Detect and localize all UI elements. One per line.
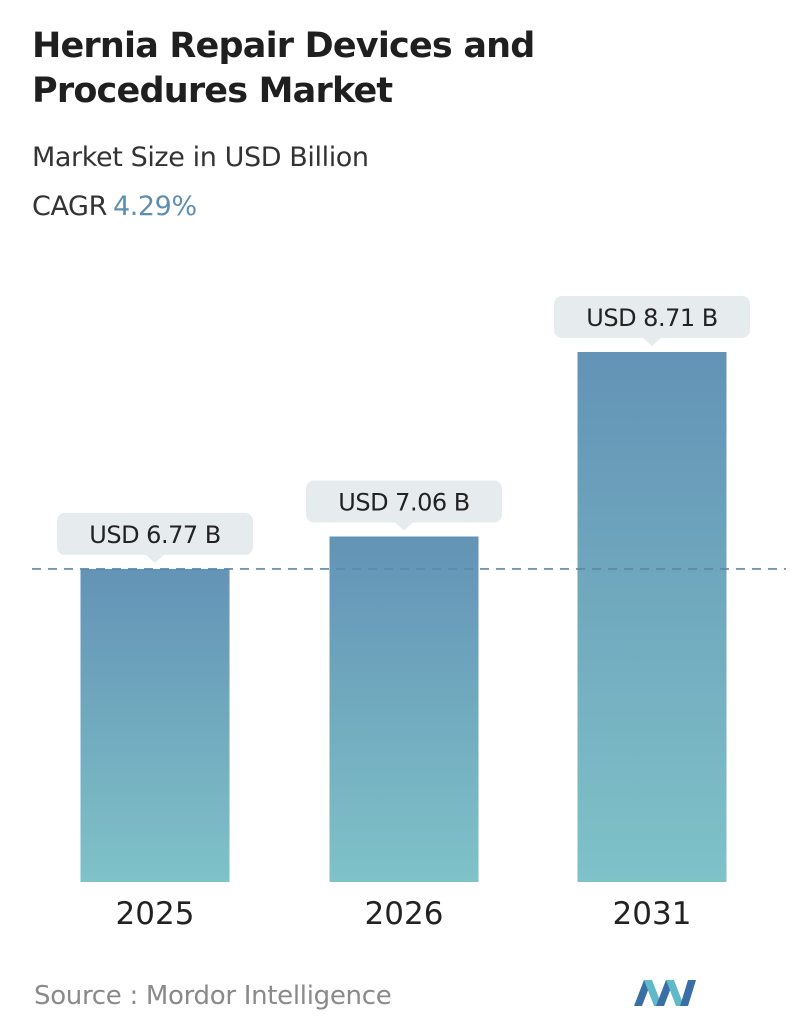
- cagr-label: CAGR: [32, 191, 107, 222]
- bar-2025: [80, 568, 230, 882]
- source-text: Source : Mordor Intelligence: [34, 981, 392, 1011]
- bar-2031: [577, 352, 727, 882]
- bar-2026: [329, 536, 479, 882]
- chart-subtitle: Market Size in USD Billion: [32, 142, 369, 173]
- data-label-bubble: [57, 512, 253, 555]
- data-label-2025: USD 6.77 B: [57, 512, 253, 563]
- data-label-2026: USD 7.06 B: [306, 480, 502, 531]
- data-label-pointer: [643, 338, 661, 346]
- cagr-value: 4.29%: [112, 191, 197, 222]
- data-label-bubble: [306, 480, 502, 523]
- data-label-text: USD 6.77 B: [89, 521, 220, 549]
- data-label-pointer: [146, 554, 164, 563]
- data-label-text: USD 8.71 B: [586, 304, 717, 332]
- mordor-intelligence-logo-icon: [634, 980, 696, 1006]
- x-tick-label-2026: 2026: [365, 896, 444, 932]
- data-label-text: USD 7.06 B: [338, 488, 469, 516]
- x-tick-label-2031: 2031: [613, 896, 692, 932]
- x-tick-label-2025: 2025: [116, 896, 195, 932]
- data-label-pointer: [395, 522, 413, 531]
- data-label-2031: USD 8.71 B: [554, 296, 750, 346]
- cagr-line: CAGR 4.29%: [32, 189, 197, 225]
- chart-title: Hernia Repair Devices and Procedures Mar…: [32, 26, 535, 111]
- data-label-bubble: [554, 296, 750, 338]
